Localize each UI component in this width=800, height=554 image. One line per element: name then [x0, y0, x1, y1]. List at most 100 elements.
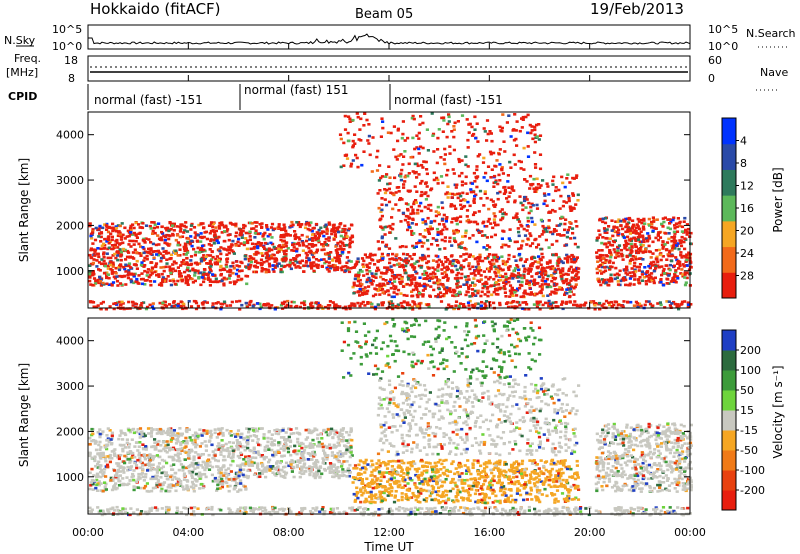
data-cell: [496, 182, 500, 186]
data-cell: [133, 248, 137, 252]
data-cell: [423, 287, 427, 290]
data-cell: [199, 464, 203, 467]
data-cell: [117, 437, 121, 441]
data-cell: [415, 293, 419, 297]
data-cell: [394, 285, 398, 288]
data-cell: [117, 252, 121, 255]
data-cell: [458, 245, 462, 248]
data-cell: [90, 237, 94, 240]
data-cell: [519, 247, 523, 250]
data-cell: [399, 178, 403, 182]
data-cell: [110, 244, 115, 247]
data-cell: [509, 166, 513, 169]
data-cell: [238, 441, 242, 444]
data-cell: [183, 229, 187, 232]
data-cell: [358, 268, 362, 272]
data-cell: [380, 252, 384, 256]
data-cell: [517, 230, 521, 234]
data-cell: [307, 257, 311, 260]
data-cell: [162, 481, 167, 484]
data-cell: [105, 274, 109, 277]
data-cell: [499, 218, 503, 222]
data-cell: [476, 302, 480, 306]
data-cell: [670, 302, 674, 305]
data-cell: [550, 274, 554, 277]
data-cell: [228, 274, 232, 277]
data-cell: [612, 240, 616, 244]
data-cell: [422, 284, 426, 288]
data-cell: [446, 168, 450, 172]
data-cell: [339, 247, 343, 250]
data-cell: [226, 447, 230, 450]
data-cell: [676, 303, 680, 306]
data-cell: [500, 217, 505, 220]
data-cell: [107, 440, 111, 444]
data-cell: [361, 300, 365, 304]
data-cell: [538, 186, 542, 189]
data-cell: [642, 276, 646, 279]
data-cell: [211, 229, 215, 232]
data-cell: [279, 268, 283, 271]
data-cell: [511, 289, 515, 292]
data-cell: [403, 218, 407, 222]
cpid-segment-1: normal (fast) -151: [94, 93, 203, 107]
data-cell: [186, 237, 190, 240]
data-cell: [451, 294, 455, 297]
data-cell: [223, 268, 227, 272]
data-cell: [227, 238, 231, 242]
data-cell: [200, 276, 204, 279]
data-cell: [204, 255, 208, 258]
data-cell: [420, 284, 424, 287]
data-cell: [443, 256, 447, 259]
data-cell: [462, 265, 466, 269]
data-cell: [492, 301, 496, 305]
data-cell: [675, 305, 679, 308]
data-cell: [239, 488, 243, 492]
data-cell: [92, 305, 96, 309]
data-cell: [426, 216, 430, 220]
data-cell: [144, 473, 148, 476]
data-cell: [264, 248, 268, 251]
data-cell: [564, 272, 568, 276]
data-cell: [292, 257, 296, 260]
data-cell: [183, 458, 187, 461]
data-cell: [616, 220, 620, 224]
data-cell: [615, 253, 619, 256]
data-cell: [404, 264, 408, 268]
data-cell: [469, 272, 473, 275]
data-cell: [157, 237, 162, 241]
data-cell: [380, 226, 384, 230]
data-cell: [642, 250, 646, 253]
data-cell: [111, 263, 115, 267]
data-cell: [674, 280, 678, 284]
data-cell: [462, 253, 466, 256]
data-cell: [569, 237, 573, 240]
data-cell: [390, 257, 394, 260]
data-cell: [531, 204, 535, 207]
data-cell: [107, 283, 111, 286]
data-cell: [284, 244, 288, 248]
data-cell: [524, 115, 528, 119]
data-cell: [224, 248, 228, 251]
data-cell: [222, 474, 226, 477]
data-cell: [118, 434, 122, 437]
data-cell: [535, 300, 539, 304]
data-cell: [138, 231, 142, 235]
data-cell: [358, 294, 362, 297]
data-cell: [157, 468, 161, 472]
data-cell: [145, 489, 149, 493]
data-cell: [238, 269, 242, 273]
data-cell: [656, 238, 661, 242]
data-cell: [234, 231, 238, 235]
data-cell: [670, 248, 674, 252]
data-cell: [177, 270, 181, 273]
data-cell: [490, 293, 494, 297]
data-cell: [599, 259, 603, 262]
data-cell: [171, 234, 175, 237]
data-cell: [601, 254, 605, 257]
data-cell: [224, 442, 228, 446]
data-cell: [161, 429, 165, 433]
data-cell: [91, 261, 95, 265]
data-cell: [298, 244, 302, 247]
